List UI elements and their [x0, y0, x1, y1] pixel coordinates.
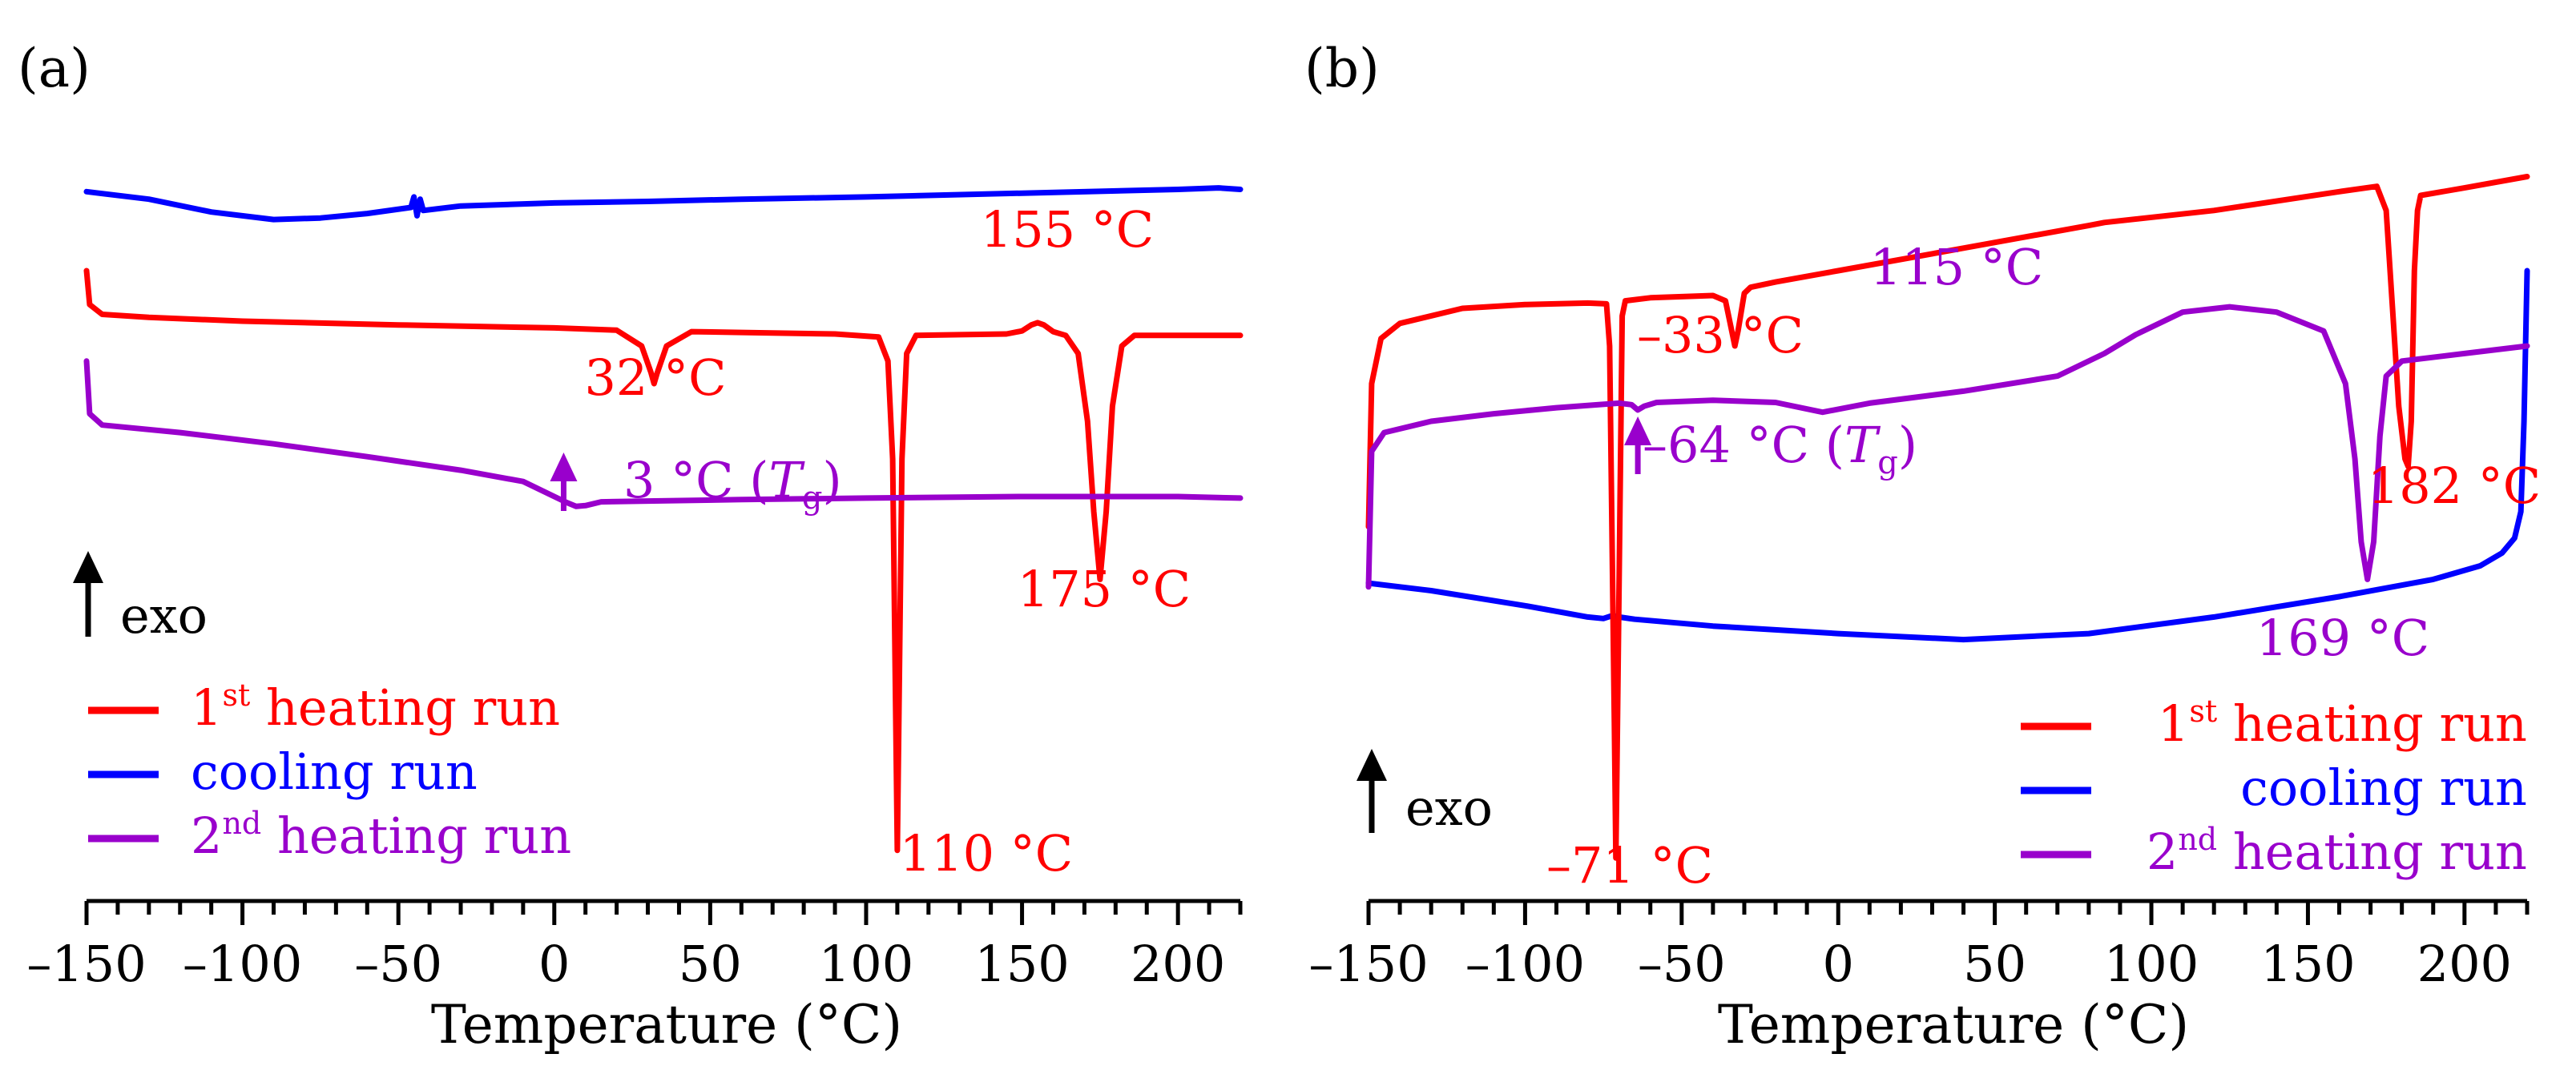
annotation-text: 110 °C	[900, 824, 1074, 883]
chart-panel-b: (b) –150 –100 –50 0 50 100 150 200 Temperature (°…	[1304, 38, 2541, 1056]
exo-label: exo	[120, 586, 208, 645]
annotation-text: –33 °C	[1637, 306, 1804, 364]
exo-label: exo	[1405, 778, 1493, 837]
legend-text-sup: st	[222, 678, 250, 713]
cooling-curve	[1365, 267, 2530, 643]
legend-text-base: 1	[2158, 694, 2189, 753]
x-tick-label: –150	[26, 935, 146, 993]
x-tick-label: –50	[354, 935, 442, 993]
legend-text-base: 2	[2147, 823, 2178, 881]
x-tick-label: 50	[679, 935, 742, 993]
panel-label: (b)	[1304, 38, 1380, 99]
legend-item-1st-heating: 1st heating run	[191, 678, 560, 737]
x-tick-label: 50	[1963, 935, 2026, 993]
legend-text-sup: nd	[2178, 822, 2217, 857]
exo-arrow-icon	[1357, 749, 1387, 781]
heating2-curve	[83, 358, 1244, 509]
peak-annotation: 115 °C	[1870, 238, 2044, 296]
legend-item-cooling: cooling run	[2240, 758, 2527, 817]
annotation-symbol: T	[769, 451, 806, 509]
legend-text-sup: nd	[222, 806, 261, 841]
annotation-symbol: T	[1844, 416, 1881, 474]
peak-annotation: –71 °C	[1546, 836, 1713, 895]
heating2-curve	[1365, 304, 2530, 590]
legend-item-2nd-heating: 2nd heating run	[2147, 822, 2527, 881]
cooling-curve	[83, 185, 1244, 223]
exo-arrow-icon	[73, 551, 103, 583]
peak-annotation: 3 °C (Tg)	[623, 451, 842, 517]
peak-annotation: 175 °C	[1018, 560, 1191, 618]
annotation-text: 115 °C	[1870, 238, 2044, 296]
peak-annotation: 169 °C	[2256, 609, 2430, 667]
peak-annotation: –33 °C	[1637, 306, 1804, 364]
x-axis-label: Temperature (°C)	[1718, 994, 2189, 1056]
legend-text-rest: cooling run	[191, 742, 478, 801]
panel-label: (a)	[18, 38, 91, 99]
annotation-text: 175 °C	[1018, 560, 1191, 618]
x-tick-label: 200	[2417, 935, 2512, 993]
legend-item-cooling: cooling run	[191, 742, 478, 801]
x-tick-label: –100	[1465, 935, 1585, 993]
peak-annotation: 155 °C	[981, 200, 1155, 259]
x-tick-label: 150	[974, 935, 1069, 993]
heating1-curve	[1365, 174, 2530, 861]
legend-item-2nd-heating: 2nd heating run	[191, 806, 571, 865]
legend-text-sup: st	[2189, 694, 2217, 729]
peak-annotation: 182 °C	[2368, 457, 2542, 515]
peak-annotation: –64 °C (Tg)	[1643, 416, 1917, 481]
heating1-curve	[83, 267, 1244, 854]
x-tick-label: 0	[538, 935, 570, 993]
x-tick-label: –50	[1638, 935, 1726, 993]
annotation-subscript: g	[1877, 444, 1898, 481]
annotation-text: –71 °C	[1546, 836, 1713, 895]
legend-text-rest: heating run	[2217, 823, 2527, 881]
x-tick-label: –100	[183, 935, 302, 993]
annotation-close: )	[1898, 416, 1917, 474]
annotation-text: –64 °C (	[1643, 416, 1844, 474]
annotation-text: 3 °C (	[623, 451, 769, 509]
annotation-text: 32 °C	[584, 348, 726, 407]
annotation-close: )	[822, 451, 841, 509]
x-tick-label: 0	[1822, 935, 1853, 993]
annotation-text: 169 °C	[2256, 609, 2430, 667]
annotation-text: 182 °C	[2368, 457, 2542, 515]
x-tick-label: –150	[1308, 935, 1428, 993]
legend-text-rest: heating run	[250, 678, 560, 737]
legend-item-1st-heating: 1st heating run	[2158, 694, 2527, 753]
legend-text-rest: cooling run	[2240, 758, 2527, 817]
annotation-text: 155 °C	[981, 200, 1155, 259]
x-tick-label: 200	[1131, 935, 1225, 993]
chart-panel-a: (a) –150 –100 –50 0 50 100 150 200 Temperature (°…	[18, 38, 1244, 1056]
x-axis-label: Temperature (°C)	[431, 994, 902, 1056]
x-tick-label: 150	[2260, 935, 2355, 993]
tg-arrow-icon	[1624, 416, 1652, 445]
legend-text-base: 2	[191, 806, 222, 865]
peak-annotation: 110 °C	[900, 824, 1074, 883]
x-tick-label: 100	[819, 935, 913, 993]
tg-arrow-icon	[550, 453, 578, 481]
annotation-subscript: g	[802, 480, 823, 517]
legend-text-base: 1	[191, 678, 222, 737]
legend-text-rest: heating run	[2217, 694, 2527, 753]
peak-annotation: 32 °C	[584, 348, 726, 407]
x-tick-label: 100	[2104, 935, 2199, 993]
legend-text-rest: heating run	[261, 806, 571, 865]
